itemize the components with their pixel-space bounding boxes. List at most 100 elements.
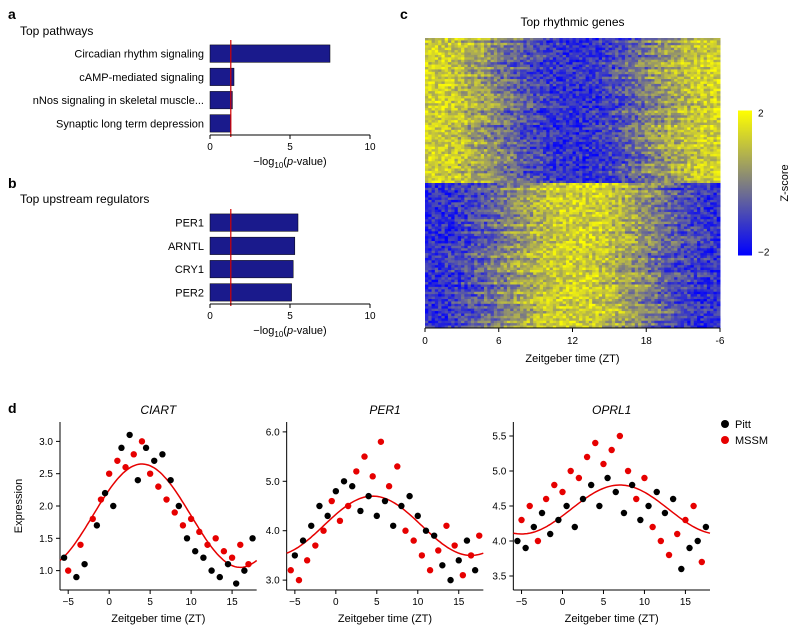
data-point	[122, 464, 128, 470]
data-point	[180, 522, 186, 528]
xtick: 5	[287, 142, 293, 153]
ytick: 3.0	[39, 437, 53, 448]
data-point	[192, 548, 198, 554]
data-point	[658, 538, 664, 544]
data-point	[221, 548, 227, 554]
data-point	[365, 493, 371, 499]
data-point	[245, 561, 251, 567]
ytick: 4.5	[492, 502, 506, 513]
data-point	[374, 513, 380, 519]
panel-d-scatter: CIART−50510151.01.52.02.53.0Zeitgeber ti…	[10, 400, 790, 630]
data-point	[106, 470, 112, 476]
cbar-tick: −2	[758, 248, 770, 259]
bar	[210, 260, 293, 277]
data-point	[81, 561, 87, 567]
cbar-tick: 2	[758, 109, 764, 120]
data-point	[114, 458, 120, 464]
xtick: 15	[453, 597, 465, 608]
ytick: 1.0	[39, 566, 53, 577]
xtick: 10	[364, 311, 376, 322]
data-point	[316, 503, 322, 509]
panel-a-label: a	[8, 6, 16, 22]
xtick: 10	[364, 142, 376, 153]
data-point	[324, 513, 330, 519]
data-point	[163, 496, 169, 502]
data-point	[572, 524, 578, 530]
data-point	[296, 577, 302, 583]
data-point	[357, 508, 363, 514]
bar	[210, 284, 292, 301]
data-point	[690, 503, 696, 509]
data-point	[625, 468, 631, 474]
bar-category: Circadian rhythm signaling	[74, 49, 204, 61]
legend-dot	[721, 436, 729, 444]
gene-title: OPRL1	[592, 403, 631, 417]
data-point	[73, 574, 79, 580]
data-point	[451, 542, 457, 548]
data-point	[147, 470, 153, 476]
data-point	[637, 517, 643, 523]
data-point	[600, 461, 606, 467]
data-point	[604, 475, 610, 481]
bar-category: ARNTL	[168, 241, 204, 253]
data-point	[225, 561, 231, 567]
data-point	[349, 483, 355, 489]
fit-curve	[60, 464, 257, 567]
data-point	[563, 503, 569, 509]
data-point	[666, 552, 672, 558]
data-point	[353, 468, 359, 474]
ytick: 5.5	[492, 432, 506, 443]
data-point	[204, 542, 210, 548]
data-point	[431, 532, 437, 538]
colorbar-label: Z-score	[779, 164, 790, 201]
data-point	[126, 432, 132, 438]
xtick: 15	[680, 597, 692, 608]
xtick: 0	[560, 597, 566, 608]
heatmap-title: Top rhythmic genes	[520, 15, 624, 29]
xtick: −5	[289, 597, 301, 608]
xtick: 10	[186, 597, 198, 608]
ylabel: Expression	[13, 479, 25, 533]
data-point	[410, 537, 416, 543]
data-point	[645, 503, 651, 509]
data-point	[320, 528, 326, 534]
xtick: −5	[516, 597, 528, 608]
xtick: 5	[374, 597, 380, 608]
colorbar	[738, 111, 752, 256]
xlabel: −log10(p-value)	[253, 325, 326, 339]
bar-category: Synaptic long term depression	[56, 118, 204, 130]
data-point	[674, 531, 680, 537]
data-point	[65, 567, 71, 573]
xtick: −5	[62, 597, 74, 608]
data-point	[415, 513, 421, 519]
data-point	[567, 468, 573, 474]
data-point	[341, 478, 347, 484]
data-point	[596, 503, 602, 509]
data-point	[390, 523, 396, 529]
data-point	[292, 552, 298, 558]
data-point	[370, 473, 376, 479]
ytick: 2.0	[39, 502, 53, 513]
data-point	[518, 517, 524, 523]
data-point	[472, 567, 478, 573]
data-point	[522, 545, 528, 551]
xtick: 18	[641, 336, 653, 347]
xlabel: Zeitgeber time (ZT)	[338, 613, 432, 625]
data-point	[588, 482, 594, 488]
panel-c-heatmap: Top rhythmic genes061218-6Zeitgeber time…	[405, 10, 790, 370]
data-point	[514, 538, 520, 544]
data-point	[167, 477, 173, 483]
bar	[210, 115, 231, 132]
bar-category: PER2	[175, 287, 204, 299]
ytick: 2.5	[39, 469, 53, 480]
bar	[210, 91, 232, 108]
panel-b-title: Top upstream regulators	[20, 192, 149, 206]
data-point	[208, 567, 214, 573]
data-point	[382, 498, 388, 504]
data-point	[555, 517, 561, 523]
data-point	[304, 557, 310, 563]
data-point	[212, 535, 218, 541]
data-point	[641, 475, 647, 481]
data-point	[686, 545, 692, 551]
data-point	[308, 523, 314, 529]
